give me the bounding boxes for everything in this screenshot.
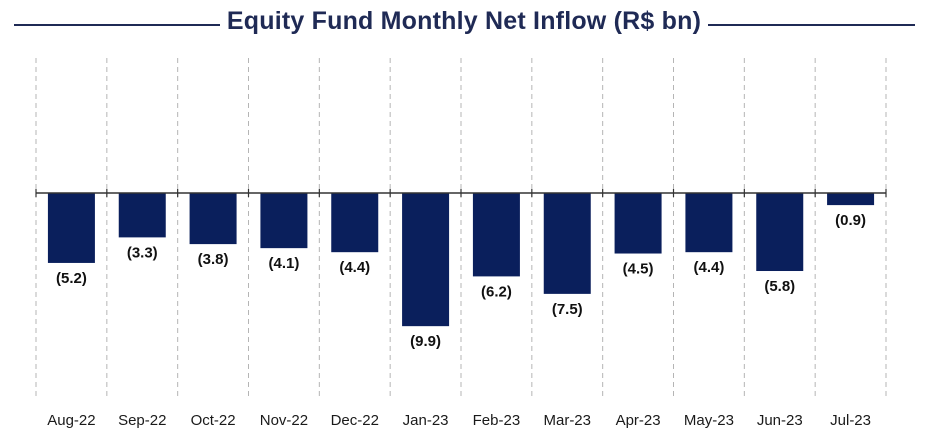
category-label: Jul-23 [830, 412, 871, 429]
category-label: Dec-22 [331, 412, 379, 429]
x-axis [35, 189, 887, 197]
category-labels: Aug-22 Sep-22 Oct-22 Nov-22 Dec-22 Jan-23 Feb-… [47, 412, 871, 429]
data-label: (7.5) [552, 301, 583, 318]
gridlines [35, 58, 887, 400]
data-labels: (5.2) (3.3) (3.8) (4.1) (4.4) (9.9) (6.2) (7.5)… [56, 212, 866, 350]
category-label: Oct-22 [191, 412, 236, 429]
bar-sep-22 [118, 193, 166, 238]
data-label: (4.4) [339, 259, 370, 276]
data-label: (0.9) [835, 212, 866, 229]
data-label: (5.2) [56, 270, 87, 287]
chart-title: Equity Fund Monthly Net Inflow (R$ bn) [226, 7, 702, 35]
data-label: (9.9) [410, 333, 441, 350]
category-label: Aug-22 [47, 412, 95, 429]
category-label: Sep-22 [118, 412, 166, 429]
data-label: (4.5) [623, 261, 654, 278]
chart-header: Equity Fund Monthly Net Inflow (R$ bn) [0, 0, 929, 50]
category-label: Jan-23 [403, 412, 449, 429]
category-label: Apr-23 [616, 412, 661, 429]
data-label: (3.8) [198, 251, 229, 268]
bar-dec-22 [331, 193, 379, 253]
bar-jan-23 [402, 193, 450, 327]
data-label: (6.2) [481, 283, 512, 300]
data-label: (5.8) [764, 278, 795, 295]
category-label: Jun-23 [757, 412, 803, 429]
title-rule-right [708, 24, 915, 26]
bar-jun-23 [756, 193, 804, 272]
bar-mar-23 [543, 193, 591, 294]
bar-aug-22 [47, 193, 95, 263]
category-label: Nov-22 [260, 412, 308, 429]
data-label: (3.3) [127, 244, 158, 261]
category-label: Mar-23 [543, 412, 591, 429]
bar-may-23 [685, 193, 733, 253]
bar-feb-23 [472, 193, 520, 277]
bar-jul-23 [827, 193, 875, 206]
bar-apr-23 [614, 193, 662, 254]
category-label: Feb-23 [473, 412, 521, 429]
bar-oct-22 [189, 193, 237, 245]
bars [47, 193, 875, 327]
title-rule-left [14, 24, 220, 26]
data-label: (4.4) [693, 259, 724, 276]
data-label: (4.1) [268, 255, 299, 272]
category-label: May-23 [684, 412, 734, 429]
bar-nov-22 [260, 193, 308, 249]
